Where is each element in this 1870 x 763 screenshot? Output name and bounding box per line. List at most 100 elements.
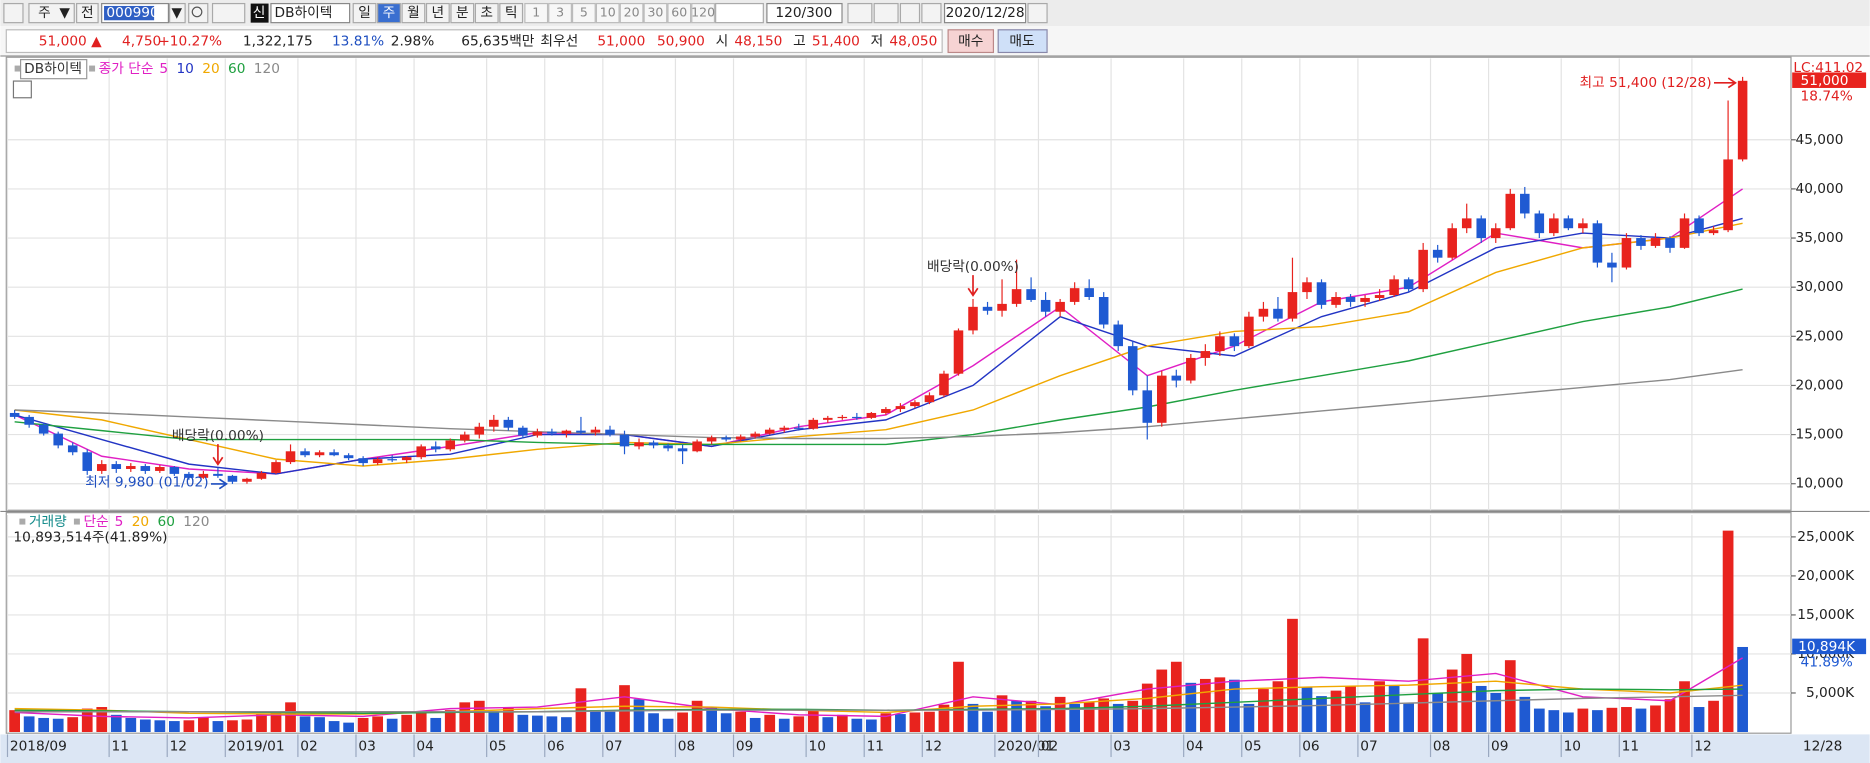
volume-bar — [1403, 703, 1414, 733]
buy-button[interactable] — [947, 29, 995, 54]
interval-label[interactable]: 5 — [580, 5, 588, 20]
save-button[interactable] — [899, 2, 921, 24]
dropdown[interactable] — [28, 2, 75, 24]
x-tick-label: 03 — [358, 738, 375, 754]
candle-body — [111, 464, 122, 469]
interval-button[interactable] — [643, 2, 668, 24]
search-button[interactable] — [188, 2, 209, 24]
volume-bar — [401, 714, 413, 733]
volume-bar — [749, 717, 761, 733]
period-button[interactable] — [377, 2, 401, 24]
tool-button[interactable] — [847, 2, 873, 24]
date-input[interactable] — [943, 2, 1027, 24]
volume-bar — [343, 722, 354, 733]
dividend-arrow — [212, 444, 224, 466]
interval-button[interactable] — [571, 2, 596, 24]
period-button[interactable] — [450, 2, 475, 24]
scope-button[interactable] — [76, 2, 99, 24]
period-unit[interactable]: 주 — [38, 5, 51, 21]
candle-body — [1040, 299, 1051, 312]
blank-combo[interactable] — [715, 2, 764, 24]
volume-bar — [1722, 530, 1734, 733]
settings-button[interactable] — [921, 2, 942, 24]
count[interactable]: 120/300 — [775, 5, 832, 21]
interval-button[interactable] — [619, 2, 644, 24]
candle-body — [1737, 80, 1748, 160]
x-tick-label: 02 — [300, 738, 317, 754]
stock-code[interactable]: 000990 — [106, 5, 158, 21]
sound-button[interactable] — [211, 2, 246, 24]
low: 48,050 — [889, 34, 937, 50]
x-tick-label: 05 — [489, 738, 506, 754]
period-button[interactable] — [499, 2, 524, 24]
candle-body — [1461, 218, 1472, 229]
interval-button[interactable] — [595, 2, 620, 24]
volume-bar — [546, 716, 558, 733]
buy[interactable]: 매수 — [958, 34, 983, 50]
volume-bar — [1374, 681, 1385, 733]
volume-bar — [1098, 698, 1110, 733]
interval-label[interactable]: 60 — [671, 5, 687, 20]
count-input[interactable] — [766, 2, 843, 24]
calendar-button[interactable] — [1027, 2, 1048, 24]
volume-bar — [996, 695, 1008, 733]
period-label[interactable]: 주 — [383, 5, 396, 21]
period-label[interactable]: 초 — [480, 5, 493, 21]
interval-label[interactable]: 20 — [624, 5, 640, 20]
interval-button[interactable] — [548, 2, 572, 24]
ma-line — [14, 222, 1743, 467]
icon-button[interactable] — [3, 2, 24, 24]
interval-label[interactable]: 30 — [647, 5, 663, 20]
period-label[interactable]: 년 — [432, 5, 445, 21]
period-label[interactable]: 분 — [456, 5, 469, 21]
volume-bar — [1214, 677, 1226, 733]
y-tick-label: 45,000 — [1795, 132, 1843, 148]
volume-bar — [1229, 679, 1240, 733]
x-tick-label: 12 — [170, 738, 187, 754]
low-label: 저 — [871, 34, 884, 50]
period-button[interactable] — [425, 2, 450, 24]
volume-bar — [1170, 661, 1182, 733]
volume-bar — [1359, 702, 1371, 733]
scope[interactable]: 전 — [81, 5, 94, 21]
period-button[interactable] — [401, 2, 426, 24]
interval-label[interactable]: 120 — [691, 5, 715, 20]
sell[interactable]: 매도 — [1009, 34, 1034, 50]
name-input[interactable] — [270, 2, 351, 24]
candle-body — [997, 303, 1007, 311]
interval-label[interactable]: 3 — [556, 5, 564, 20]
dropdown[interactable] — [169, 2, 186, 24]
volume-bar — [9, 710, 20, 733]
candle-body — [1621, 238, 1632, 268]
period-label[interactable]: 일 — [358, 5, 371, 21]
period-button[interactable] — [352, 2, 377, 24]
volume-bar — [909, 712, 921, 733]
candle-body — [1389, 279, 1399, 296]
interval-button[interactable] — [524, 2, 549, 24]
tool-button[interactable] — [873, 2, 899, 24]
interval-label[interactable]: 1 — [532, 5, 540, 20]
candle-body — [590, 429, 601, 433]
table-icon[interactable] — [12, 80, 32, 99]
stock-name[interactable]: DB하이텍 — [275, 5, 333, 21]
period-label[interactable]: 월 — [407, 5, 420, 21]
candle-body — [126, 466, 136, 469]
volume-bar — [1432, 692, 1444, 733]
period-label[interactable]: 틱 — [505, 5, 518, 21]
volume-bar — [444, 710, 456, 733]
volume-bar — [1127, 700, 1139, 733]
date[interactable]: 2020/12/28 — [946, 5, 1025, 21]
sell-button[interactable] — [997, 29, 1048, 54]
legend-entry: 120 — [183, 514, 209, 530]
candle-body — [1607, 262, 1617, 268]
y-tick-label: 40,000 — [1795, 181, 1843, 197]
interval-label[interactable]: 10 — [600, 5, 616, 20]
volume-bar — [1606, 707, 1618, 733]
volume-bar — [807, 710, 819, 733]
interval-button[interactable] — [691, 2, 716, 24]
interval-button[interactable] — [667, 2, 692, 24]
candle-body — [1505, 193, 1516, 229]
candle-body — [1534, 213, 1545, 234]
candle-body — [1215, 336, 1225, 352]
period-button[interactable] — [474, 2, 499, 24]
